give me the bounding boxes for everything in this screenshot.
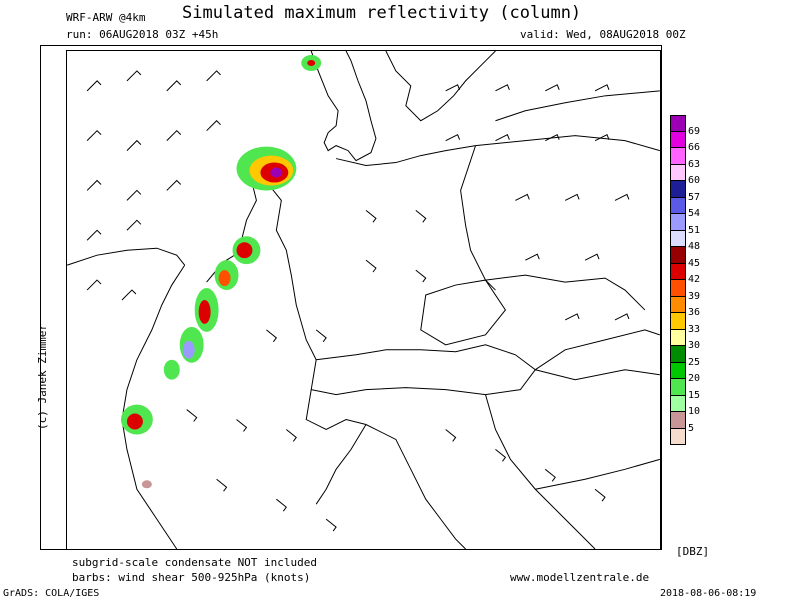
legend-swatch <box>670 263 686 280</box>
legend-swatch <box>670 247 686 264</box>
legend-level-label: 57 <box>688 191 701 203</box>
legend-swatch <box>670 362 686 379</box>
reflectivity-echoes <box>120 54 322 489</box>
legend-level-label: 60 <box>688 175 701 186</box>
footnote-condensate: subgrid-scale condensate NOT included <box>72 556 318 569</box>
legend-swatch <box>670 428 686 445</box>
map-area <box>66 50 661 550</box>
legend-level-label: 51 <box>688 224 701 236</box>
website-label: www.modellzentrale.de <box>510 571 650 584</box>
legend-level-label: 69 <box>688 125 701 137</box>
legend-swatch <box>670 280 686 297</box>
valid-time-label: valid: Wed, 08AUG2018 00Z <box>520 28 686 41</box>
copyright-label: (c) Janek Zimmer <box>36 324 49 430</box>
legend-swatch <box>670 313 686 330</box>
legend-swatch <box>670 115 686 132</box>
coastline-borders <box>67 51 660 549</box>
legend-swatch <box>670 181 686 198</box>
legend-level-label: 30 <box>688 340 701 351</box>
legend-swatch <box>670 412 686 429</box>
legend-level-label: 45 <box>688 257 701 269</box>
legend-swatch <box>670 214 686 231</box>
legend-level-label: 63 <box>688 158 701 170</box>
legend-level-label: 66 <box>688 142 701 153</box>
legend-swatch <box>670 164 686 181</box>
model-label: WRF-ARW @4km <box>66 11 146 24</box>
run-label: run: 06AUG2018 03Z +45h <box>66 28 219 41</box>
legend-level-label: 33 <box>688 323 701 335</box>
legend-level-label: 10 <box>688 406 701 417</box>
legend-swatch <box>670 148 686 165</box>
legend-level-label: 54 <box>688 208 701 219</box>
legend-swatch <box>670 329 686 346</box>
legend-swatch <box>670 131 686 148</box>
legend-level-label: 25 <box>688 356 701 368</box>
legend-swatch <box>670 395 686 412</box>
legend-level-label: 20 <box>688 373 701 384</box>
legend-swatch <box>670 379 686 396</box>
wind-barbs <box>86 70 630 532</box>
legend-unit: [DBZ] <box>676 545 710 558</box>
legend-level-label: 5 <box>688 422 695 434</box>
legend-level-label: 36 <box>688 307 701 318</box>
legend-level-label: 42 <box>688 274 701 285</box>
legend-swatch <box>670 230 686 247</box>
legend-swatch <box>670 346 686 363</box>
legend-level-label: 15 <box>688 389 701 401</box>
chart-title: Simulated maximum reflectivity (column) <box>182 3 582 23</box>
legend-swatch <box>670 197 686 214</box>
legend-swatch <box>670 296 686 313</box>
generation-timestamp: 2018-08-06-08:19 <box>660 588 757 599</box>
legend-level-label: 48 <box>688 241 701 252</box>
software-credit: GrADS: COLA/IGES <box>3 588 100 599</box>
legend-level-label: 39 <box>688 290 701 302</box>
footnote-barbs: barbs: wind shear 500-925hPa (knots) <box>72 571 311 584</box>
color-legend <box>670 115 686 445</box>
